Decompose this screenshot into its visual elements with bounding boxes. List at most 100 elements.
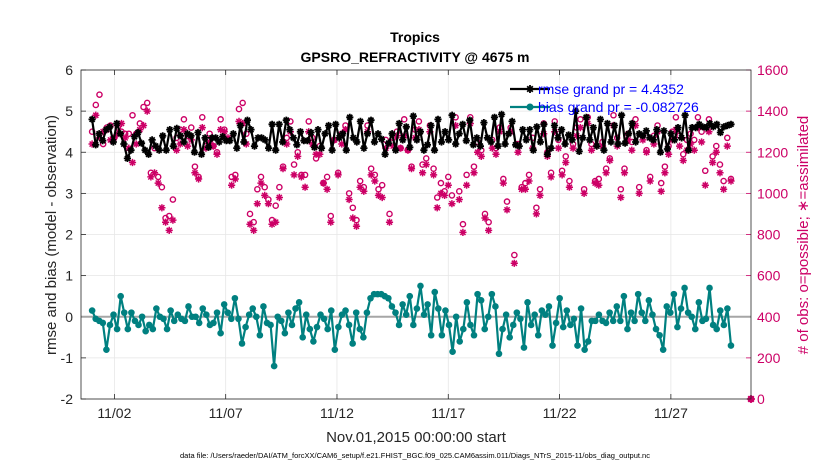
- rmse-point-core: [358, 119, 363, 124]
- obs-assimilated-point: [250, 226, 258, 234]
- obs-possible-point: [180, 116, 188, 123]
- rmse-point-core: [464, 139, 468, 143]
- bias-point: [609, 317, 617, 325]
- bias-point: [149, 325, 157, 333]
- rmse-point-core: [510, 119, 514, 124]
- obs-assimilated-point: [705, 128, 713, 136]
- rmse-point-core: [178, 134, 183, 138]
- bias-point: [413, 305, 421, 312]
- obs-assimilated-point: [716, 169, 724, 177]
- obs-assimilated-point: [727, 177, 735, 185]
- obs-assimilated-point: [620, 169, 629, 177]
- obs-assimilated-point: [279, 165, 287, 173]
- obs-possible-point: [716, 161, 724, 168]
- obs-possible-point: [694, 113, 702, 121]
- chart-title: Tropics: [390, 29, 440, 45]
- bias-point: [213, 309, 221, 316]
- x-tick-label: 11/27: [654, 405, 688, 421]
- rmse-point-core: [581, 136, 585, 140]
- bias-point: [195, 319, 203, 327]
- rmse-point-core: [443, 129, 447, 134]
- bias-point: [327, 307, 335, 314]
- obs-assimilated-point: [198, 124, 206, 132]
- bias-point: [299, 334, 306, 341]
- obs-assimilated-point: [294, 152, 302, 160]
- obs-assimilated-point: [246, 220, 254, 228]
- rmse-point-core: [605, 121, 610, 126]
- rmse-point-core: [408, 145, 412, 150]
- obs-assimilated-point: [642, 148, 651, 156]
- rmse-point-core: [175, 126, 179, 131]
- obs-assimilated-point: [345, 195, 353, 204]
- obs-possible-point: [367, 165, 375, 172]
- rmse-point-core: [277, 122, 281, 126]
- rmse-point-core: [489, 140, 493, 144]
- obs-assimilated-point: [297, 173, 305, 181]
- rmse-point-core: [524, 138, 528, 142]
- rmse-point-core: [425, 143, 430, 147]
- rmse-point-core: [393, 148, 398, 152]
- rmse-point-core: [729, 122, 733, 126]
- rmse-point-core: [383, 152, 387, 157]
- bias-point: [231, 294, 239, 302]
- rmse-point-core: [637, 132, 641, 136]
- bias-point: [652, 325, 660, 333]
- obs-possible-point: [720, 177, 727, 185]
- obs-possible-point: [140, 103, 147, 111]
- rmse-point-core: [157, 148, 161, 152]
- y-left-tick-label: 4: [65, 144, 73, 160]
- obs-assimilated-point: [316, 150, 324, 158]
- bias-point: [320, 315, 328, 323]
- bias-point: [542, 311, 549, 318]
- obs-assimilated-point: [231, 175, 239, 183]
- obs-assimilated-point: [264, 200, 272, 208]
- rmse-point-core: [633, 140, 638, 144]
- obs-assimilated-point: [360, 187, 368, 195]
- bias-point: [581, 346, 588, 353]
- bias-point: [285, 309, 292, 316]
- obs-assimilated-point: [639, 136, 647, 144]
- obs-possible-point: [290, 161, 298, 168]
- obs-assimilated-point: [532, 210, 540, 218]
- bias-point: [281, 329, 289, 337]
- bias-point: [670, 290, 678, 298]
- rmse-point-core: [182, 140, 186, 144]
- bias-point: [606, 309, 613, 316]
- obs-assimilated-point: [720, 185, 728, 193]
- obs-assimilated-point: [128, 158, 137, 167]
- obs-possible-point: [254, 185, 261, 193]
- bias-point: [249, 305, 257, 312]
- obs-assimilated-point: [272, 218, 280, 226]
- rmse-point-core: [411, 114, 416, 118]
- y-left-tick-label: -1: [61, 350, 74, 366]
- bias-point: [724, 305, 731, 312]
- bias-point: [727, 342, 735, 349]
- bias-point: [120, 309, 128, 316]
- bias-point: [617, 317, 624, 325]
- obs-possible-point: [349, 204, 357, 212]
- rmse-point-core: [718, 130, 723, 135]
- obs-possible-point: [129, 111, 136, 119]
- rmse-point-core: [549, 146, 553, 150]
- obs-possible-point: [455, 188, 463, 195]
- rmse-point-core: [570, 138, 574, 142]
- bias-point: [534, 331, 542, 339]
- obs-possible-point: [536, 185, 544, 193]
- rmse-point-core: [101, 139, 105, 143]
- obs-assimilated-point: [606, 156, 614, 165]
- obs-assimilated-point: [444, 181, 452, 189]
- bias-point: [649, 311, 656, 318]
- rmse-point-core: [376, 132, 380, 136]
- rmse-point-core: [446, 138, 451, 142]
- bias-point: [631, 317, 638, 325]
- obs-assimilated-point: [374, 191, 383, 199]
- rmse-point-core: [436, 117, 440, 122]
- obs-possible-point: [143, 99, 151, 107]
- rmse-point-core: [457, 132, 461, 136]
- rmse-point-core: [630, 121, 634, 126]
- obs-possible-point: [657, 179, 665, 187]
- bias-point: [342, 307, 349, 314]
- rmse-point-core: [291, 136, 296, 140]
- rmse-point-core: [577, 149, 581, 154]
- bias-point: [335, 323, 342, 331]
